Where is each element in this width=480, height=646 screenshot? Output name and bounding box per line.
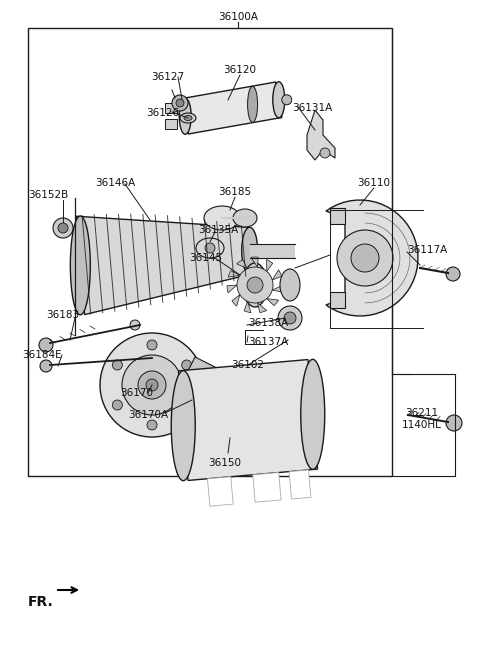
Text: 36137A: 36137A — [248, 337, 288, 347]
Polygon shape — [330, 208, 345, 224]
Text: 36110: 36110 — [358, 178, 391, 188]
Text: 36126: 36126 — [146, 108, 180, 118]
Ellipse shape — [273, 82, 285, 118]
Circle shape — [237, 267, 273, 303]
Text: 36127: 36127 — [151, 72, 185, 82]
Circle shape — [138, 371, 166, 399]
Circle shape — [320, 148, 330, 158]
Text: 36100A: 36100A — [218, 12, 258, 22]
Polygon shape — [289, 470, 311, 499]
Polygon shape — [182, 82, 282, 134]
Circle shape — [147, 340, 157, 350]
Circle shape — [337, 230, 393, 286]
Ellipse shape — [280, 269, 300, 301]
Ellipse shape — [233, 209, 257, 227]
Polygon shape — [165, 120, 177, 129]
Text: 36102: 36102 — [231, 360, 264, 370]
Polygon shape — [266, 260, 273, 271]
Text: 36117A: 36117A — [407, 245, 447, 255]
Circle shape — [351, 244, 379, 272]
Circle shape — [446, 267, 460, 281]
Text: 36146A: 36146A — [95, 178, 135, 188]
Circle shape — [278, 306, 302, 330]
Circle shape — [181, 360, 192, 370]
Circle shape — [247, 277, 263, 293]
Circle shape — [282, 95, 292, 105]
Circle shape — [446, 415, 462, 431]
Ellipse shape — [301, 359, 325, 470]
Text: 36145: 36145 — [190, 253, 223, 263]
Text: 36138A: 36138A — [248, 318, 288, 328]
Text: 36135A: 36135A — [198, 225, 238, 235]
Circle shape — [147, 420, 157, 430]
Polygon shape — [76, 216, 252, 315]
Polygon shape — [232, 295, 240, 306]
Text: 36170: 36170 — [120, 388, 154, 398]
Polygon shape — [207, 477, 233, 506]
Circle shape — [176, 99, 184, 107]
Circle shape — [112, 400, 122, 410]
Text: 36150: 36150 — [208, 458, 241, 468]
Ellipse shape — [179, 98, 191, 134]
Circle shape — [40, 360, 52, 372]
Ellipse shape — [241, 227, 258, 274]
Circle shape — [122, 355, 182, 415]
Polygon shape — [272, 285, 283, 292]
Polygon shape — [251, 257, 258, 267]
Circle shape — [112, 360, 122, 370]
Circle shape — [53, 218, 73, 238]
Text: 36211
1140HL: 36211 1140HL — [402, 408, 442, 430]
Polygon shape — [258, 303, 266, 313]
Bar — [28, 28, 392, 476]
Polygon shape — [330, 292, 345, 308]
Polygon shape — [173, 357, 233, 437]
Text: 36183: 36183 — [47, 310, 80, 320]
Ellipse shape — [196, 238, 224, 258]
Ellipse shape — [248, 87, 258, 122]
Polygon shape — [227, 285, 237, 293]
Ellipse shape — [180, 113, 196, 123]
Circle shape — [146, 379, 158, 391]
Polygon shape — [253, 472, 281, 502]
Polygon shape — [228, 271, 240, 277]
Circle shape — [39, 338, 53, 352]
Polygon shape — [179, 360, 318, 481]
Circle shape — [195, 395, 205, 405]
Polygon shape — [326, 200, 418, 316]
Bar — [250, 244, 295, 258]
Circle shape — [58, 223, 68, 233]
Ellipse shape — [184, 116, 192, 121]
Text: 36184E: 36184E — [22, 350, 62, 360]
Ellipse shape — [204, 206, 240, 230]
Polygon shape — [237, 260, 248, 269]
Text: 36152B: 36152B — [28, 190, 68, 200]
Circle shape — [172, 95, 188, 111]
Circle shape — [205, 243, 215, 253]
Circle shape — [188, 388, 212, 412]
Text: FR.: FR. — [28, 595, 54, 609]
Circle shape — [130, 320, 140, 330]
Ellipse shape — [171, 371, 195, 481]
Circle shape — [181, 400, 192, 410]
Ellipse shape — [71, 216, 90, 315]
Circle shape — [100, 333, 204, 437]
Text: 36185: 36185 — [218, 187, 252, 197]
Text: 36131A: 36131A — [292, 103, 332, 113]
Text: 36170A: 36170A — [128, 410, 168, 420]
Ellipse shape — [243, 263, 267, 307]
Polygon shape — [267, 298, 278, 306]
Polygon shape — [307, 110, 335, 160]
Polygon shape — [272, 270, 282, 280]
Polygon shape — [165, 103, 177, 113]
Polygon shape — [244, 302, 251, 313]
Circle shape — [284, 312, 296, 324]
Text: 36120: 36120 — [224, 65, 256, 75]
